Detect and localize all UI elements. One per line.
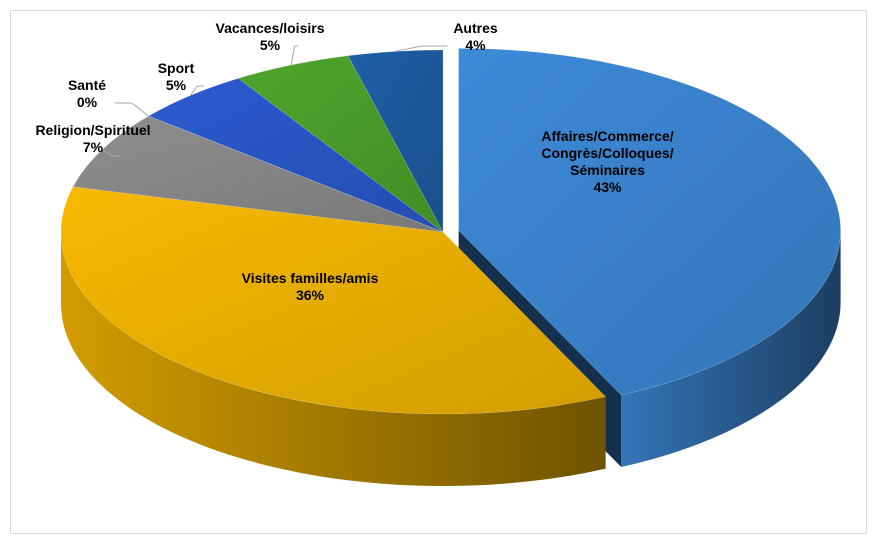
label-name: Santé [67,77,107,93]
leader-line [189,85,204,96]
data-label: Affaires/Commerce/ Congrès/Colloques/Sém… [540,128,675,196]
data-label: Vacances/loisirs 5% [205,20,335,54]
slice [237,55,444,233]
data-label: Santé 0% [62,77,112,111]
label-name: Sport [157,60,195,76]
label-name: Visites familles/amis [241,270,379,286]
data-label: Sport 5% [146,60,206,94]
slice [458,48,841,396]
data-label: Autres 4% [448,20,503,54]
label-value: 36% [295,287,325,303]
slice [148,115,444,233]
label-value: 4% [465,37,486,53]
leader-line [115,102,149,117]
leader-line [290,45,298,66]
label-name: Affaires/Commerce/ Congrès/Colloques/Sém… [541,128,674,178]
label-value: 5% [165,77,187,93]
slice [60,186,607,415]
label-value: 0% [76,94,98,110]
leader-line [102,148,121,157]
label-name: Vacances/loisirs [215,20,325,36]
label-value: 43% [593,179,622,195]
data-label: Religion/Spirituel 7% [18,122,168,156]
slice [347,49,444,233]
label-value: 5% [259,37,281,53]
slice [148,78,444,233]
slice-side [61,232,606,487]
data-label: Visites familles/amis 36% [235,270,385,304]
slice-side [621,230,841,468]
label-value: 7% [82,139,104,155]
leader-line [395,45,448,52]
label-name: Autres [453,20,498,36]
label-name: Religion/Spirituel [35,122,151,138]
